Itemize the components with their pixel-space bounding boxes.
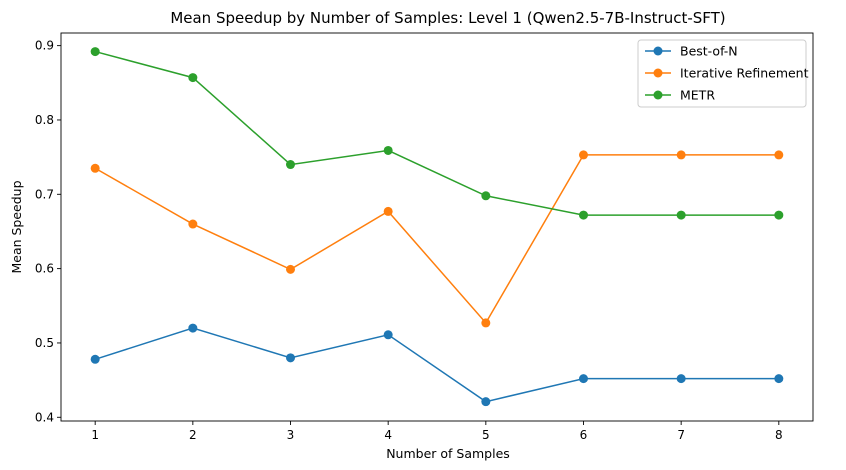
data-point-2-6: [676, 210, 686, 220]
data-point-2-0: [90, 47, 100, 57]
x-tick-label-6: 7: [677, 428, 685, 442]
data-point-1-2: [286, 264, 296, 274]
x-tick-label-1: 2: [189, 428, 197, 442]
data-point-1-6: [676, 150, 686, 160]
y-tick-label-0: 0.4: [35, 410, 54, 424]
legend-box: [637, 39, 807, 108]
data-point-0-3: [383, 330, 393, 340]
data-point-2-5: [578, 210, 588, 220]
x-tick-label-3: 4: [384, 428, 392, 442]
data-point-1-4: [481, 318, 491, 328]
data-point-1-1: [188, 219, 198, 229]
data-point-0-6: [676, 374, 686, 384]
legend-entry-2: METR: [680, 88, 715, 103]
x-tick-label-7: 8: [775, 428, 783, 442]
data-point-1-5: [578, 150, 588, 160]
x-tick-label-5: 6: [580, 428, 588, 442]
legend-entry-0: Best-of-N: [680, 44, 738, 59]
axes-frame: [60, 32, 814, 422]
legend-entry-1: Iterative Refinement: [680, 66, 809, 81]
data-point-0-7: [774, 374, 784, 384]
x-tick-label-0: 1: [91, 428, 99, 442]
x-axis-label: Number of Samples: [386, 446, 510, 461]
y-tick-label-4: 0.8: [35, 113, 54, 127]
y-tick-label-5: 0.9: [35, 39, 54, 53]
y-tick-label-3: 0.7: [35, 187, 54, 201]
series-line-0: [94, 327, 779, 403]
plot-area: 1 2 3 4 5 6 7 8 0.4 0.5 0.6 0.7 0.8 0.9: [35, 32, 814, 442]
data-point-2-7: [774, 210, 784, 220]
y-tick-label-1: 0.5: [35, 336, 54, 350]
legend-marker-1: [653, 68, 663, 78]
data-point-1-0: [90, 163, 100, 173]
data-point-1-3: [383, 206, 393, 216]
data-point-2-2: [286, 160, 296, 170]
chart-title: Mean Speedup by Number of Samples: Level…: [170, 9, 725, 27]
y-tick-label-2: 0.6: [35, 262, 54, 276]
series-line-1: [94, 154, 779, 325]
data-point-0-2: [286, 353, 296, 363]
x-tick-label-4: 5: [482, 428, 490, 442]
legend-marker-0: [653, 46, 663, 56]
data-point-2-3: [383, 145, 393, 155]
series-line-2: [94, 50, 779, 216]
data-point-0-0: [90, 354, 100, 364]
data-point-2-1: [188, 73, 198, 83]
legend: Best-of-N Iterative Refinement METR: [637, 39, 809, 108]
legend-marker-2: [653, 90, 663, 100]
data-point-0-1: [188, 323, 198, 333]
data-point-2-4: [481, 191, 491, 201]
data-point-0-4: [481, 397, 491, 407]
y-axis-label: Mean Speedup: [9, 180, 24, 273]
data-point-1-7: [774, 150, 784, 160]
data-point-0-5: [578, 374, 588, 384]
x-tick-label-2: 3: [287, 428, 295, 442]
